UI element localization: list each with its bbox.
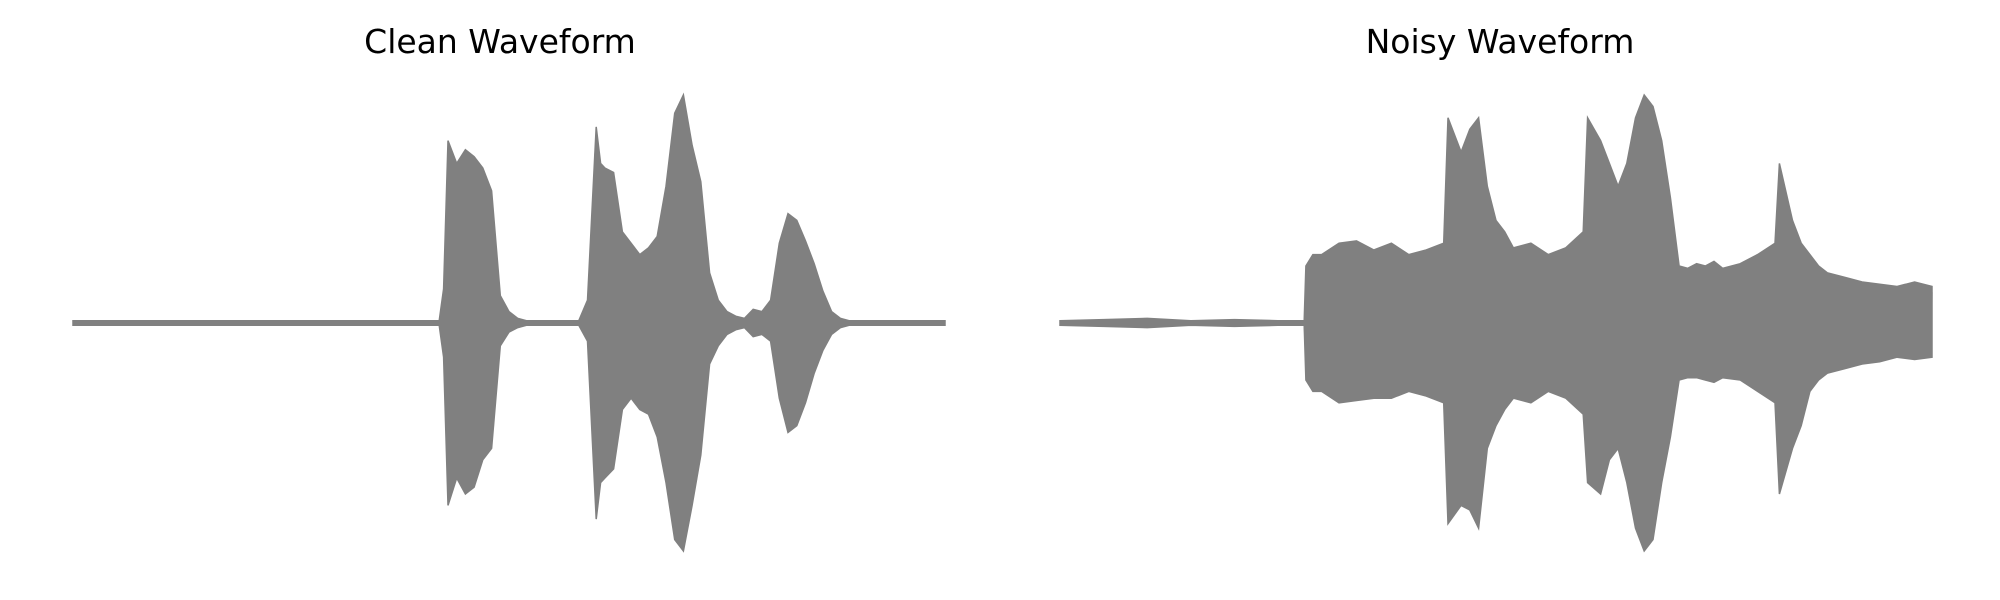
waveform-trace xyxy=(72,116,946,536)
chart-title-noisy: Noisy Waveform xyxy=(1365,22,1635,61)
clean-waveform-panel: Clean Waveform xyxy=(72,22,946,553)
noisy-waveform-plot xyxy=(1059,93,1933,553)
noisy-waveform-panel: Noisy Waveform xyxy=(1000,0,2000,600)
waveform-series-1 xyxy=(72,92,946,553)
waveform-series-1 xyxy=(1059,93,1933,553)
chart-title-clean: Clean Waveform xyxy=(364,22,636,61)
clean-waveform-plot xyxy=(72,92,946,553)
